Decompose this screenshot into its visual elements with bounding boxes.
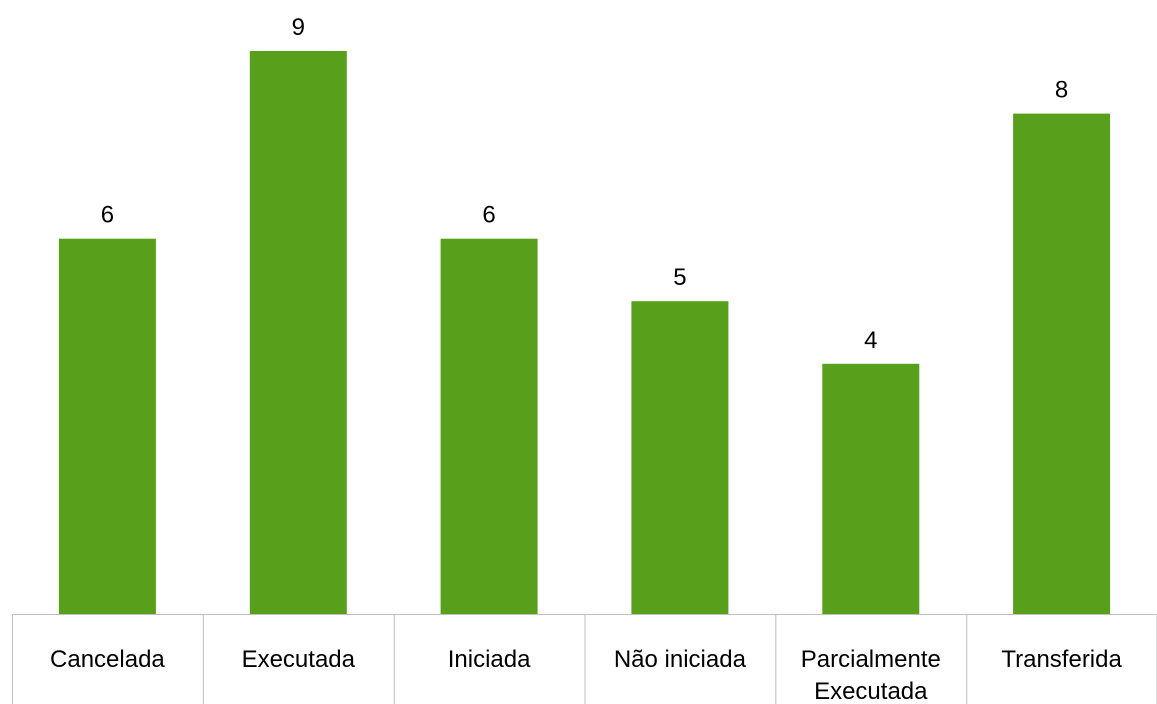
bars-group [58,51,1111,614]
category-label-line: Parcialmente [801,646,941,673]
data-label-nao-iniciada: 5 [673,264,686,291]
bar-cancelada [58,238,156,614]
category-label-cancelada: Cancelada [50,646,165,673]
data-label-transferida: 8 [1055,77,1068,104]
category-labels-group: Cancelada Executada Iniciada Não iniciada Pa… [50,646,1122,704]
category-axis [12,614,1157,704]
category-label-nao-iniciada: Não iniciada [614,646,747,673]
category-label-line: Executada [814,678,928,704]
bar-iniciada [440,238,538,614]
value-labels-group: 6 9 6 5 4 8 [101,14,1069,354]
category-label-line: Iniciada [448,646,531,673]
bar-executada [249,51,347,614]
data-label-parcialmente-executada: 4 [864,327,877,354]
category-label-transferida: Transferida [1001,646,1122,673]
category-label-line: Executada [242,646,356,673]
category-label-line: Transferida [1001,646,1122,673]
category-label-executada: Executada [242,646,356,673]
bar-transferida [1013,113,1111,614]
category-label-iniciada: Iniciada [448,646,531,673]
bar-nao-iniciada [631,301,729,614]
category-label-parcialmente-executada: Parcialmente Executada [801,646,941,704]
category-label-line: Cancelada [50,646,165,673]
bar-parcialmente-executada [822,363,920,614]
data-label-executada: 9 [292,14,305,41]
data-label-cancelada: 6 [101,202,114,229]
category-label-line: Não iniciada [614,646,747,673]
data-label-iniciada: 6 [482,202,495,229]
